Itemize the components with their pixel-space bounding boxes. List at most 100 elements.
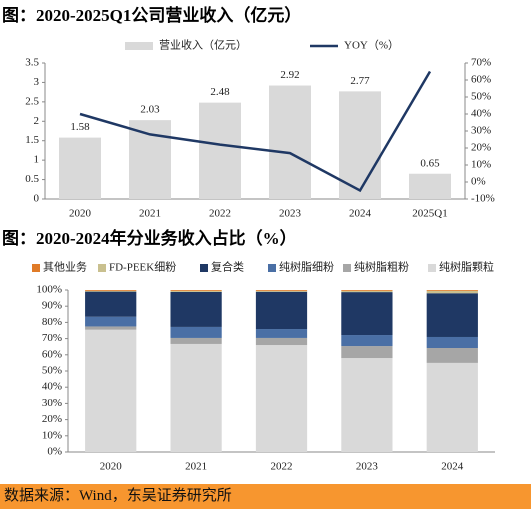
data-label: 2.48 [210,86,230,98]
legend-label: 其他业务 [43,261,87,274]
legend-swatch [268,264,276,272]
legend-swatch [200,264,208,272]
bar-segment [85,290,137,292]
y2-tick-label: 20% [471,142,491,154]
x-tick-label: 2023 [279,208,302,220]
x-tick-label: 2020 [100,461,123,473]
data-label: 2.77 [350,75,370,87]
x-tick-label: 2025Q1 [412,208,447,220]
bar-segment [426,293,478,337]
y2-tick-label: 70% [471,57,491,69]
y2-tick-label: 0% [471,176,486,188]
line [79,70,432,193]
legend-label: 纯树脂颗粒 [439,260,494,274]
y-tick-label: 1.5 [25,134,39,146]
source: 数据来源：Wind，东吴证券研究所 [0,484,531,509]
legend-swatch [428,264,436,272]
bar-segment [170,290,222,292]
bar [269,85,311,199]
data-label: 0.65 [420,157,440,169]
bar-segment [255,291,308,330]
y2-tick-label: 50% [471,91,491,103]
y-tick-label: 30% [42,397,62,409]
legend-label: 复合类 [211,260,244,274]
y-tick-label: 3.5 [25,57,39,69]
bar-segment [341,290,393,291]
bar-segment [170,326,222,338]
legend-label: YOY（%） [344,39,399,52]
legend-swatch [125,42,153,50]
y-tick-label: 2 [34,115,40,127]
y-tick-label: 3 [34,76,40,88]
y-tick-label: 0.5 [25,173,39,185]
x-tick-label: 2021 [139,208,161,220]
y-tick-label: 80% [42,316,62,328]
bar [339,91,381,199]
x-tick-label: 2021 [185,461,207,473]
y-tick-label: 0 [34,193,40,205]
bar-segment [85,291,137,317]
legend-swatch [32,264,40,272]
bar-segment [255,337,308,346]
y2-tick-label: 10% [471,159,491,171]
data-label: 2.03 [140,104,160,116]
bar-segment [85,326,137,330]
y-tick-label: 50% [42,365,62,377]
x-tick-label: 2023 [356,461,379,473]
chart-title: 图：2020-2024年分业务收入占比（%） [2,228,297,248]
y-tick-label: 2.5 [25,95,39,107]
bar-segment [170,337,222,344]
x-tick-label: 2022 [271,461,293,473]
y2-tick-label: 30% [471,125,491,137]
y-tick-label: 70% [42,332,62,344]
y-tick-label: 0% [47,446,62,458]
bar-segment [426,290,478,294]
bar [129,120,171,199]
x-tick-label: 2020 [69,208,92,220]
bar-segment [426,347,478,363]
bar-segment [341,335,393,347]
bar-segment [170,291,222,327]
bar-segment [426,362,478,452]
legend-label: 营业收入（亿元） [159,38,247,52]
bar-segment [85,329,137,452]
y2-tick-label: 40% [471,108,491,120]
legend-swatch [343,264,351,272]
legend-label: 纯树脂细粉 [279,260,334,274]
x-tick-label: 2024 [349,208,372,220]
x-tick-label: 2024 [441,461,464,473]
bar-segment [341,358,393,452]
bar-segment [170,343,222,452]
bar [409,173,451,199]
y2-tick-label: -10% [471,193,495,205]
data-label: 1.58 [70,121,90,133]
bar-segment [255,290,308,291]
bar-segment [255,329,308,338]
bar-segment [170,290,222,291]
bar-segment [85,316,137,327]
bar-segment [426,290,478,291]
bar-segment [85,290,137,291]
bar [59,137,101,199]
y-tick-label: 10% [42,429,62,441]
bar-segment [255,290,308,292]
legend-swatch [98,264,106,272]
y-tick-label: 90% [42,300,62,312]
data-label: 2.92 [280,69,299,81]
bar-segment [341,290,393,293]
y-tick-label: 60% [42,348,62,360]
bar-segment [255,345,308,452]
x-tick-label: 2022 [209,208,231,220]
legend-label: 纯树脂粗粉 [354,260,409,274]
legend-label: FD-PEEK细粉 [109,261,176,274]
chart-title: 图：2020-2025Q1公司营业收入（亿元） [2,5,301,25]
bar-segment [426,336,478,348]
bar [199,102,241,199]
y-tick-label: 20% [42,413,62,425]
y2-tick-label: 60% [471,74,491,86]
y-tick-label: 100% [36,284,62,296]
charts: 图：2020-2025Q1公司营业收入（亿元） 0 0.5 1 1.5 2 2.5 3 3.5 -… [2,5,495,473]
bar-segment [341,346,393,359]
y-tick-label: 1 [34,154,40,166]
